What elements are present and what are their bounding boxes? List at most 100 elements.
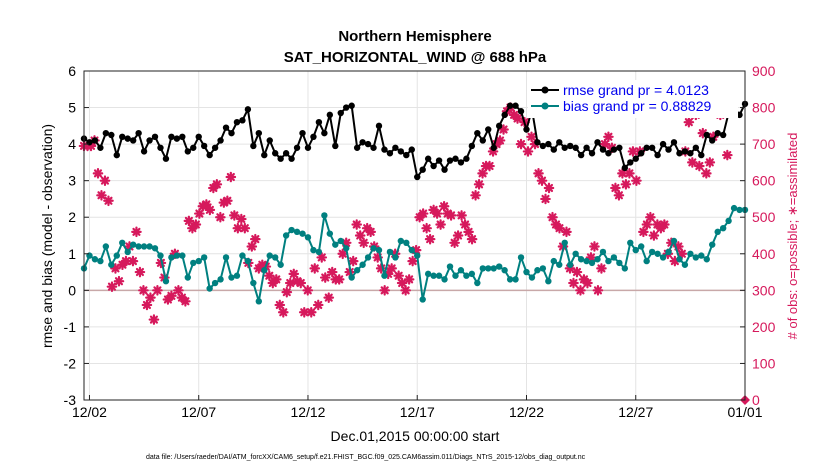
obs-star-marker xyxy=(494,135,506,146)
bias-point xyxy=(430,272,437,279)
star-stroke xyxy=(132,227,141,236)
rmse-point xyxy=(643,144,650,151)
left-tick-label: -1 xyxy=(64,319,77,335)
obs-star-marker xyxy=(645,211,656,223)
star-stroke xyxy=(237,214,246,224)
bias-point xyxy=(594,256,601,263)
rmse-point xyxy=(610,146,618,153)
star-stroke xyxy=(174,286,183,295)
rmse-point xyxy=(304,144,312,151)
rmse-point xyxy=(135,129,142,137)
star-stroke xyxy=(562,227,571,236)
right-tick-label: 400 xyxy=(752,246,776,262)
bias-point xyxy=(195,257,202,265)
obs-star-marker xyxy=(459,219,471,230)
rmse-point xyxy=(632,155,639,162)
left-tick-label: 4 xyxy=(68,136,76,152)
left-tick-label: 6 xyxy=(68,63,76,79)
right-tick-label: 0 xyxy=(752,392,760,408)
left-tick-label: 2 xyxy=(68,209,76,225)
chart-title: Northern Hemisphere xyxy=(338,28,491,45)
rmse-point xyxy=(386,150,394,157)
x-tick-label: 12/22 xyxy=(509,404,544,420)
rmse-point xyxy=(353,144,361,151)
bias-point xyxy=(190,259,197,267)
star-stroke xyxy=(366,227,375,236)
bias-point xyxy=(643,257,650,265)
bias-point xyxy=(364,254,372,261)
star-stroke xyxy=(86,141,96,151)
right-tick-label: 900 xyxy=(752,63,776,79)
star-stroke xyxy=(555,224,564,233)
rmse-point xyxy=(359,139,366,146)
obs-star-marker xyxy=(627,146,639,157)
obs-star-marker xyxy=(236,213,247,225)
obs-star-marker xyxy=(302,285,314,296)
obs-star-marker xyxy=(323,292,335,303)
star-stroke xyxy=(590,242,599,251)
rmse-point xyxy=(222,124,230,131)
star-stroke xyxy=(611,183,620,193)
y-axis-label: rmse and bias (model - observation) xyxy=(39,124,55,348)
bias-point xyxy=(725,217,732,225)
obs-star-marker xyxy=(484,160,495,172)
rmse-point xyxy=(337,109,344,117)
obs-star-marker xyxy=(295,277,307,289)
bias-point xyxy=(435,272,443,279)
obs-star-marker xyxy=(312,299,324,311)
left-tick-label: 5 xyxy=(68,100,76,116)
star-stroke xyxy=(471,191,480,200)
rmse-point xyxy=(250,142,257,150)
obs-star-marker xyxy=(403,274,415,285)
bias-point xyxy=(288,226,295,234)
star-stroke xyxy=(408,257,417,266)
rmse-point xyxy=(534,139,541,146)
bias-point xyxy=(129,241,137,248)
obs-star-marker xyxy=(92,168,104,179)
x-tick-label: 12/17 xyxy=(400,404,435,420)
rmse-point xyxy=(468,142,476,150)
obs-star-marker xyxy=(393,270,404,282)
star-stroke xyxy=(600,140,610,149)
star-stroke xyxy=(513,114,522,123)
star-stroke xyxy=(104,196,113,205)
rmse-point xyxy=(124,135,131,142)
star-stroke xyxy=(212,180,221,189)
star-stroke xyxy=(149,315,158,324)
star-stroke xyxy=(621,180,630,189)
rmse-point xyxy=(233,118,241,126)
star-stroke xyxy=(426,235,435,244)
bias-point xyxy=(119,239,126,247)
rmse-point xyxy=(332,142,339,150)
bias-point xyxy=(605,257,612,265)
rmse-point xyxy=(512,102,519,109)
star-stroke xyxy=(695,161,704,171)
bias-point xyxy=(698,252,705,259)
bias-point xyxy=(414,252,421,259)
star-stroke xyxy=(541,194,550,204)
bias-point xyxy=(261,267,268,274)
obs-star-marker xyxy=(326,266,338,278)
bias-point xyxy=(588,259,596,267)
rmse-point xyxy=(479,137,486,144)
right-tick-label: 700 xyxy=(752,136,776,152)
star-stroke xyxy=(93,169,103,178)
bias-point xyxy=(583,257,590,265)
star-stroke xyxy=(702,169,711,178)
obs-star-marker xyxy=(582,277,593,289)
rmse-point xyxy=(539,142,547,150)
bias-point xyxy=(730,204,738,212)
rmse-point xyxy=(129,137,137,144)
rmse-point xyxy=(665,146,672,153)
rmse-point xyxy=(315,118,323,126)
rmse-point xyxy=(419,166,426,173)
obs-star-marker xyxy=(610,182,621,194)
bias-point xyxy=(545,277,552,285)
rmse-point xyxy=(692,144,700,151)
obs-star-marker xyxy=(599,138,611,150)
star-stroke xyxy=(139,286,148,295)
star-stroke xyxy=(436,220,445,229)
rmse-point xyxy=(659,140,667,148)
obs-star-marker xyxy=(319,272,331,283)
obs-star-marker xyxy=(526,131,537,143)
